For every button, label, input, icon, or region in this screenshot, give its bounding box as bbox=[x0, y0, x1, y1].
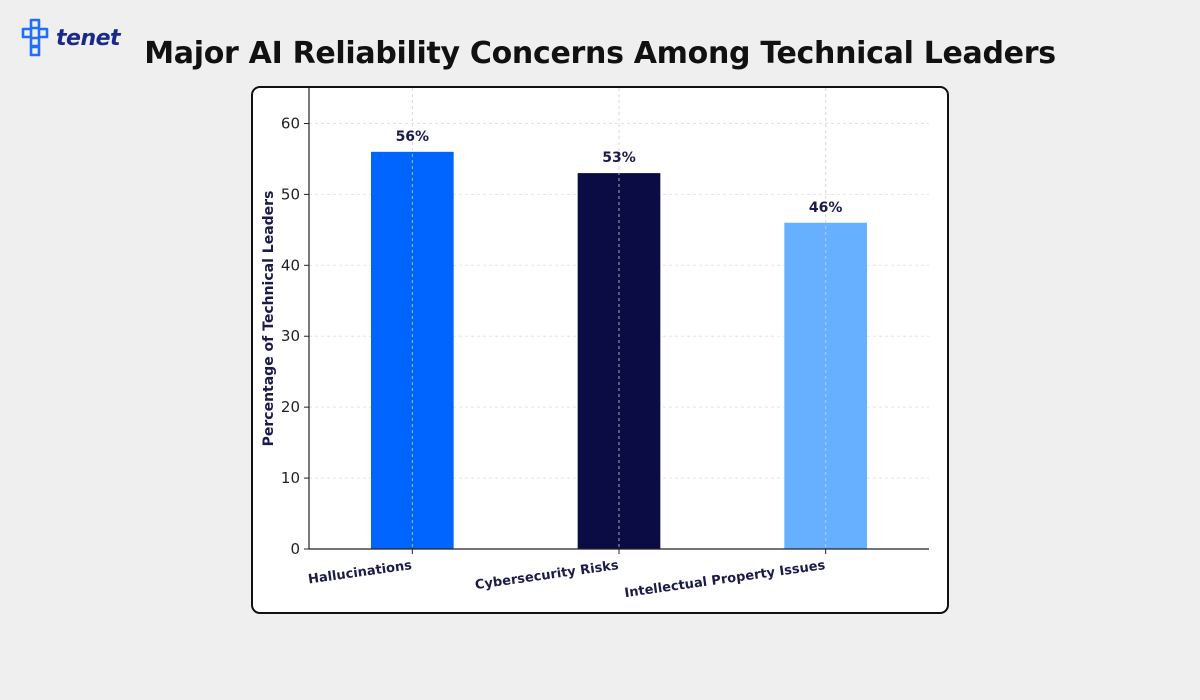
data-label: 56% bbox=[396, 129, 430, 145]
tenet-logo-icon bbox=[21, 18, 49, 57]
data-label: 46% bbox=[809, 200, 843, 216]
x-tick-label: Cybersecurity Risks bbox=[474, 558, 620, 593]
brand-name: tenet bbox=[56, 25, 121, 51]
page-title: Major AI Reliability Concerns Among Tech… bbox=[144, 36, 1056, 71]
y-tick-label: 30 bbox=[281, 327, 300, 345]
y-axis-label: Percentage of Technical Leaders bbox=[261, 191, 277, 447]
brand-logo[interactable]: tenet bbox=[20, 18, 121, 58]
y-tick-label: 60 bbox=[281, 114, 300, 132]
x-tick-label: Hallucinations bbox=[307, 558, 413, 587]
y-tick-label: 50 bbox=[281, 185, 300, 203]
bar-hallucinations bbox=[371, 151, 454, 550]
y-tick-label: 40 bbox=[281, 256, 300, 274]
y-tick-label: 20 bbox=[281, 398, 300, 416]
y-tick-label: 10 bbox=[281, 469, 300, 487]
bar-chart: 0 10 20 30 40 50 60 56% 53% 46% Hallucinations Cybe… bbox=[261, 88, 929, 601]
x-tick-label: Intellectual Property Issues bbox=[624, 558, 827, 601]
y-tick-label: 0 bbox=[290, 540, 300, 558]
bar-intellectual-property-issues bbox=[784, 222, 867, 549]
chart-card: 0 10 20 30 40 50 60 56% 53% 46% Hallucinations Cybe… bbox=[251, 86, 949, 614]
data-label: 53% bbox=[602, 150, 636, 166]
